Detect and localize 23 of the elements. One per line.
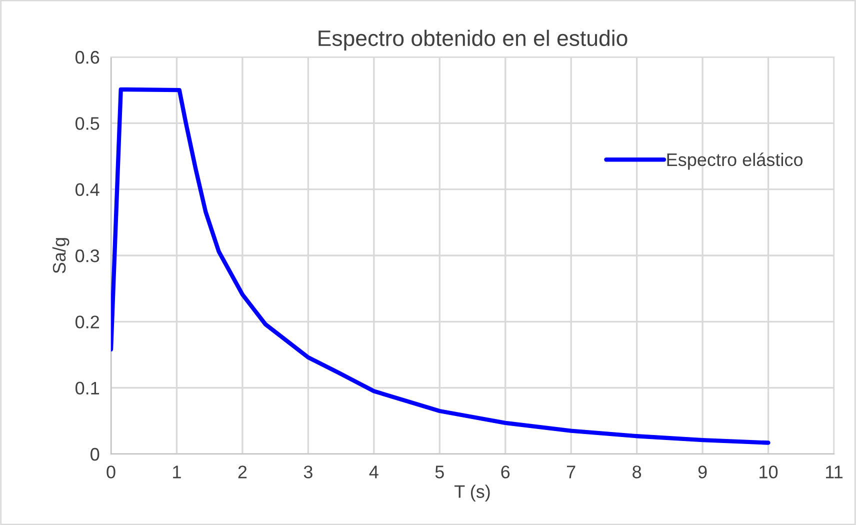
- y-tick-label: 0.5: [75, 117, 100, 130]
- y-tick-label: 0.6: [75, 50, 100, 64]
- y-tick-label: 0.1: [75, 382, 100, 395]
- x-tick-label: 5: [435, 466, 444, 478]
- x-tick-label: 9: [698, 466, 707, 478]
- x-tick-label: 2: [238, 466, 247, 478]
- x-tick-label: 4: [369, 466, 378, 478]
- x-tick-label: 0: [106, 466, 116, 478]
- x-tick-label: 1: [173, 466, 181, 478]
- y-tick-label: 0.2: [75, 316, 99, 328]
- y-axis-title: Sa/g: [52, 238, 70, 274]
- x-tick-label: 6: [501, 466, 510, 478]
- x-tick-label: 8: [632, 466, 642, 478]
- x-tick-label: 3: [304, 466, 312, 478]
- legend-label: Espectro elástico: [667, 152, 803, 170]
- x-tick-label: 7: [566, 466, 576, 478]
- y-tick-label: 0.3: [75, 249, 100, 262]
- x-tick-label: 10: [760, 466, 778, 478]
- x-tick-label: 11: [826, 466, 842, 478]
- x-axis-title: T (s): [454, 484, 490, 502]
- chart-title: Espectro obtenido en el estudio: [318, 30, 628, 50]
- y-tick-label: 0.4: [75, 183, 100, 196]
- y-tick-label: 0: [90, 448, 100, 461]
